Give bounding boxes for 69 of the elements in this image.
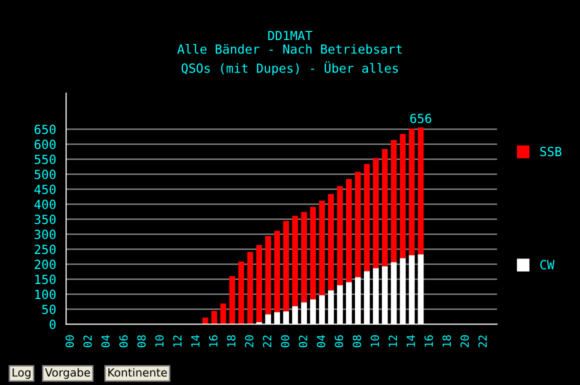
x-tick-label: 06 <box>119 335 128 348</box>
x-tick-label: 14 <box>191 335 200 347</box>
bar <box>390 140 397 262</box>
text: Log <box>12 368 30 379</box>
y-tick-label: 450 <box>34 184 56 194</box>
x-tick-label: 12 <box>173 336 182 347</box>
x-tick-label: 14 <box>406 335 415 347</box>
bar <box>229 276 236 324</box>
bar <box>283 220 289 312</box>
x-tick-label: 02 <box>298 336 308 348</box>
bar <box>408 128 415 256</box>
bar <box>346 178 352 282</box>
bar <box>310 206 316 300</box>
x-tick-label: 20 <box>460 335 469 348</box>
bar <box>256 244 262 322</box>
x-tick-label: 12 <box>388 336 397 347</box>
bar <box>372 158 379 268</box>
chart-subtitle: Alle Bänder - Nach Betriebsart QSOs (mit Dupes) - Über alles <box>177 44 402 76</box>
y-tick-label: 500 <box>34 170 56 180</box>
bar <box>382 148 388 266</box>
bar <box>400 134 406 258</box>
x-tick-label: 00 <box>280 335 290 348</box>
bar <box>274 230 280 312</box>
bar <box>328 194 334 290</box>
y-tick-label: 200 <box>34 260 56 270</box>
x-tick-label: 02 <box>83 336 92 348</box>
y-tick-label: 600 <box>34 140 56 150</box>
bar <box>354 172 361 278</box>
x-tick-label: 00 <box>65 335 74 348</box>
bar <box>265 236 272 314</box>
x-tick-label: 16 <box>209 335 218 347</box>
x-tick-label: 10 <box>370 335 380 347</box>
x-tick-label: 08 <box>137 335 146 348</box>
y-tick-label: 400 <box>34 200 56 210</box>
bar <box>319 200 325 296</box>
bar <box>220 303 226 324</box>
x-tick-label: 20 <box>245 335 254 348</box>
x-tick-label: 16 <box>424 335 433 347</box>
x-tick-label: 10 <box>155 335 164 347</box>
y-tick-label: 100 <box>35 290 56 300</box>
x-tick-label: 08 <box>352 335 362 348</box>
bar <box>337 186 343 286</box>
x-tick-label: 04 <box>316 335 326 348</box>
y-tick-label: 550 <box>34 154 56 164</box>
bar <box>301 212 307 302</box>
y-tick-label: 650 <box>34 124 56 134</box>
text: Vorgabe <box>45 368 90 379</box>
bar <box>238 261 244 324</box>
bar <box>418 127 424 254</box>
y-tick-label: 350 <box>34 214 56 224</box>
bar <box>247 252 254 324</box>
x-tick-label: 22 <box>478 336 487 348</box>
text: Kontinente <box>108 368 167 377</box>
y-tick-label: 250 <box>34 244 56 254</box>
legend-label: CW <box>540 260 554 270</box>
y-tick-label: 150 <box>35 274 56 284</box>
y-tick-label: 300 <box>34 230 56 240</box>
x-tick-label: 06 <box>334 335 344 348</box>
x-tick-label: 18 <box>227 335 236 347</box>
x-tick-label: 04 <box>101 335 110 348</box>
y-tick-label: 0 <box>50 320 56 330</box>
x-tick-label: 18 <box>442 335 451 347</box>
y-tick-label: 50 <box>42 304 56 314</box>
legend-label: SSB <box>540 146 562 156</box>
x-tick-label: 22 <box>262 336 272 348</box>
bar <box>364 164 370 272</box>
total-label: 656 <box>410 114 432 124</box>
bar <box>292 216 298 306</box>
chart-title: DD1MAT <box>268 30 312 40</box>
